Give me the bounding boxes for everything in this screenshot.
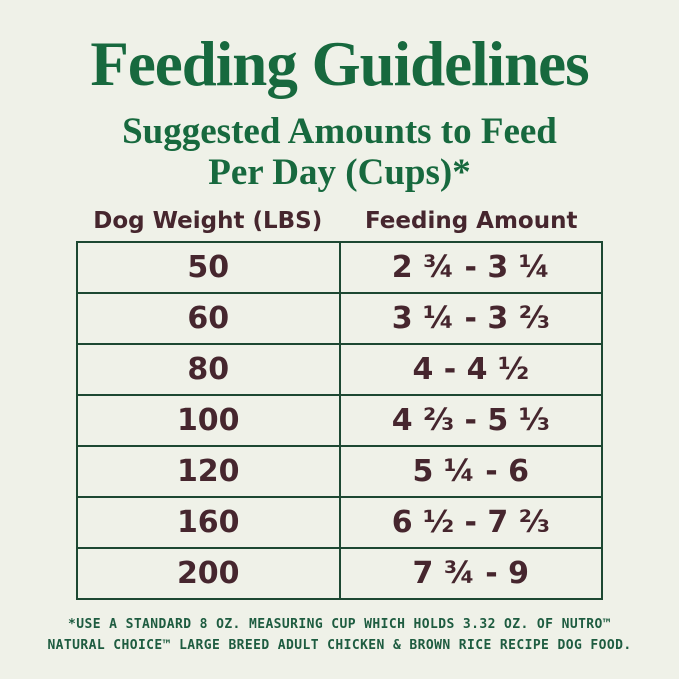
feeding-amount-cell: 4 - 4 ½ — [338, 343, 603, 397]
page-subtitle: Suggested Amounts to Feed Per Day (Cups)… — [0, 111, 679, 193]
dog-weight-cell: 80 — [76, 343, 341, 397]
footnote-line-1: *USE A STANDARD 8 OZ. MEASURING CUP WHIC… — [68, 617, 611, 633]
table-row: 100 4 ⅔ - 5 ⅓ — [76, 394, 603, 448]
dog-weight-cell: 100 — [76, 394, 341, 448]
footnote-line-2: NATURAL CHOICE™ LARGE BREED ADULT CHICKE… — [47, 637, 632, 653]
dog-weight-cell: 50 — [76, 241, 341, 295]
feeding-amount-cell: 3 ¼ - 3 ⅔ — [338, 292, 603, 346]
feeding-amount-cell: 5 ¼ - 6 — [338, 445, 603, 499]
column-header-dog-weight: Dog Weight (LBS) — [93, 208, 323, 235]
table-row: 200 7 ¾ - 9 — [76, 547, 603, 601]
dog-weight-cell: 120 — [76, 445, 341, 499]
dog-weight-cell: 60 — [76, 292, 341, 346]
table-row: 120 5 ¼ - 6 — [76, 445, 603, 499]
column-header-feeding-amount: Feeding Amount — [365, 208, 578, 235]
subtitle-line-1: Suggested Amounts to Feed — [122, 111, 557, 152]
dog-weight-cell: 160 — [76, 496, 341, 550]
dog-weight-cell: 200 — [76, 547, 341, 601]
measuring-cup-footnote: *USE A STANDARD 8 OZ. MEASURING CUP WHIC… — [0, 615, 679, 655]
table-row: 50 2 ¾ - 3 ¼ — [76, 241, 603, 295]
subtitle-line-2: Per Day (Cups)* — [208, 151, 471, 193]
table-column-headers: Dog Weight (LBS) Feeding Amount — [76, 208, 603, 234]
feeding-amount-cell: 6 ½ - 7 ⅔ — [338, 496, 603, 550]
page-title: Feeding Guidelines — [90, 29, 589, 99]
feeding-guidelines-table: 50 2 ¾ - 3 ¼ 60 3 ¼ - 3 ⅔ 80 4 - 4 ½ 100… — [76, 241, 603, 601]
feeding-amount-cell: 4 ⅔ - 5 ⅓ — [338, 394, 603, 448]
feeding-amount-cell: 2 ¾ - 3 ¼ — [338, 241, 603, 295]
feeding-amount-cell: 7 ¾ - 9 — [338, 547, 603, 601]
table-row: 80 4 - 4 ½ — [76, 343, 603, 397]
table-row: 60 3 ¼ - 3 ⅔ — [76, 292, 603, 346]
table-row: 160 6 ½ - 7 ⅔ — [76, 496, 603, 550]
